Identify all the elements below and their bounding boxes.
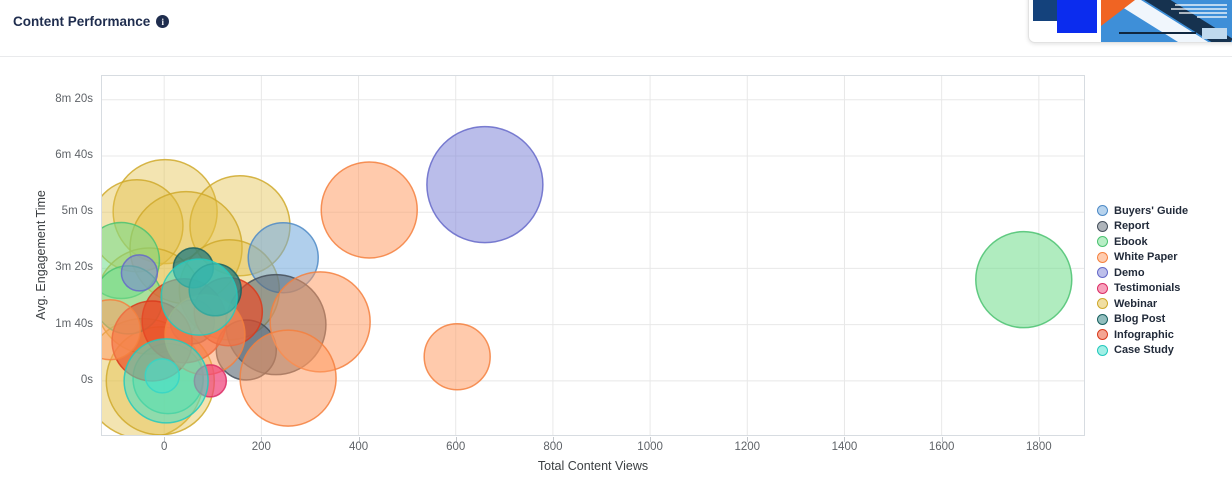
preview-blue-block bbox=[1057, 0, 1097, 33]
chart-legend: Buyers' Guide Report Ebook White Paper Demo T… bbox=[1097, 203, 1188, 358]
legend-item-testimonials[interactable]: Testimonials bbox=[1097, 281, 1188, 297]
x-tick-label: 200 bbox=[251, 441, 271, 453]
header-divider bbox=[0, 56, 1232, 57]
bubble-case-study[interactable] bbox=[123, 338, 209, 424]
x-axis-title: Total Content Views bbox=[537, 459, 649, 473]
legend-swatch bbox=[1097, 205, 1108, 217]
x-tick-mark bbox=[164, 437, 166, 442]
legend-item-ebook[interactable]: Ebook bbox=[1097, 234, 1188, 250]
legend-label: Infographic bbox=[1114, 328, 1174, 341]
x-tick-mark bbox=[844, 437, 846, 442]
y-axis-title: Avg. Engagement Time bbox=[34, 190, 48, 320]
y-tick-label: 6m 40s bbox=[55, 148, 93, 161]
legend-label: Testimonials bbox=[1114, 282, 1181, 295]
legend-label: Report bbox=[1114, 220, 1150, 233]
bubble-white-paper[interactable] bbox=[239, 329, 337, 427]
legend-swatch bbox=[1097, 313, 1108, 325]
legend-label: Demo bbox=[1114, 266, 1145, 279]
x-tick-mark bbox=[650, 437, 652, 442]
x-tick-mark bbox=[552, 437, 554, 442]
legend-item-webinar[interactable]: Webinar bbox=[1097, 296, 1188, 312]
x-tick-mark bbox=[358, 437, 360, 442]
legend-label: Blog Post bbox=[1114, 313, 1166, 326]
legend-item-report[interactable]: Report bbox=[1097, 219, 1188, 235]
legend-swatch bbox=[1097, 267, 1108, 279]
x-tick-label: 1400 bbox=[831, 441, 858, 453]
bubble-white-paper[interactable] bbox=[423, 322, 491, 391]
legend-item-demo[interactable]: Demo bbox=[1097, 265, 1188, 281]
y-tick-label: 0s bbox=[80, 373, 93, 386]
legend-label: White Paper bbox=[1114, 251, 1178, 264]
legend-swatch bbox=[1097, 344, 1108, 356]
legend-label: Ebook bbox=[1114, 235, 1148, 248]
x-tick-mark bbox=[941, 437, 943, 442]
legend-swatch bbox=[1097, 329, 1108, 341]
bubble-white-paper[interactable] bbox=[101, 298, 141, 361]
legend-swatch bbox=[1097, 282, 1108, 294]
legend-item-infographic[interactable]: Infographic bbox=[1097, 327, 1188, 343]
legend-swatch bbox=[1097, 220, 1108, 232]
legend-swatch bbox=[1097, 251, 1108, 263]
bubble-white-paper[interactable] bbox=[320, 161, 418, 259]
y-tick-label: 8m 20s bbox=[55, 92, 93, 105]
x-tick-mark bbox=[1038, 437, 1040, 442]
bubble-ebook[interactable] bbox=[975, 230, 1073, 329]
x-tick-label: 800 bbox=[543, 441, 563, 453]
x-tick-label: 0 bbox=[160, 441, 168, 453]
x-tick-label: 1800 bbox=[1026, 441, 1052, 453]
legend-item-buyers-guide[interactable]: Buyers' Guide bbox=[1097, 203, 1188, 219]
x-tick-label: 1000 bbox=[637, 441, 663, 453]
preview-navy-block bbox=[1033, 0, 1057, 21]
x-tick-label: 1600 bbox=[928, 441, 955, 453]
plot-border bbox=[101, 75, 1085, 436]
x-tick-label: 400 bbox=[348, 441, 369, 453]
bubble-demo[interactable] bbox=[426, 125, 544, 244]
bubble-case-study[interactable] bbox=[160, 258, 238, 336]
page-title: Content Performance i bbox=[13, 14, 170, 29]
y-tick-label: 5m 0s bbox=[61, 205, 93, 218]
legend-label: Webinar bbox=[1114, 297, 1158, 310]
cover-text-line bbox=[1179, 12, 1227, 14]
cover-button-shape bbox=[1202, 28, 1227, 39]
cover-text-line bbox=[1171, 8, 1227, 10]
cover-rule-line bbox=[1119, 32, 1196, 34]
legend-item-white-paper[interactable]: White Paper bbox=[1097, 250, 1188, 266]
x-tick-mark bbox=[455, 437, 457, 442]
bubble-chart-plot-area bbox=[101, 75, 1085, 436]
y-tick-label: 1m 40s bbox=[55, 317, 93, 330]
legend-swatch bbox=[1097, 236, 1108, 248]
x-tick-mark bbox=[747, 437, 749, 442]
x-tick-label: 1200 bbox=[734, 441, 761, 453]
bubble-demo[interactable] bbox=[120, 254, 159, 292]
cover-text-line bbox=[1197, 16, 1227, 18]
cover-text-line bbox=[1175, 4, 1227, 6]
legend-swatch bbox=[1097, 298, 1108, 310]
legend-label: Buyers' Guide bbox=[1114, 204, 1189, 217]
preview-cover-image bbox=[1101, 0, 1232, 42]
page-title-text: Content Performance bbox=[13, 14, 151, 29]
legend-label: Case Study bbox=[1114, 344, 1174, 357]
x-tick-mark bbox=[261, 437, 263, 442]
legend-item-blog-post[interactable]: Blog Post bbox=[1097, 312, 1188, 328]
y-tick-label: 3m 20s bbox=[55, 261, 93, 274]
legend-item-case-study[interactable]: Case Study bbox=[1097, 343, 1188, 359]
x-tick-label: 600 bbox=[446, 441, 466, 453]
info-icon[interactable]: i bbox=[156, 15, 170, 28]
